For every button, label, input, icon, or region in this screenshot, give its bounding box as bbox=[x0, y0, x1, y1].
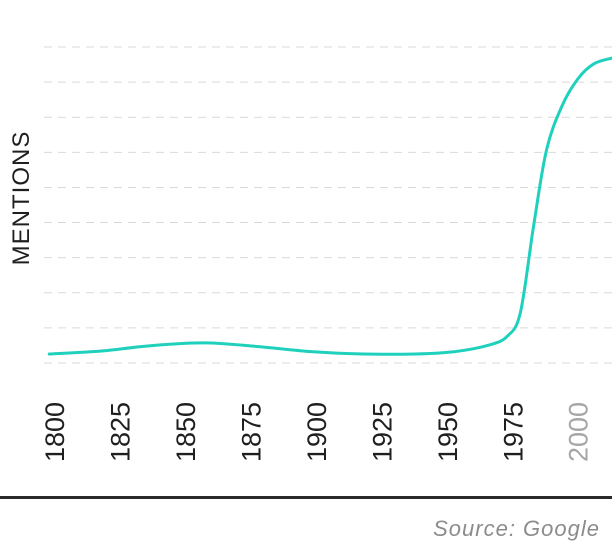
x-axis-ticks: 1800 1825 1850 1875 1900 1925 1950 1975 2000 bbox=[40, 402, 594, 462]
x-tick-label: 2000 bbox=[564, 402, 594, 462]
x-tick-label: 1950 bbox=[433, 402, 463, 462]
gridlines bbox=[44, 46, 612, 364]
x-tick-label: 1975 bbox=[498, 402, 528, 462]
x-tick-label: 1925 bbox=[367, 402, 397, 462]
bottom-rule bbox=[0, 496, 612, 499]
x-tick-label: 1900 bbox=[302, 402, 332, 462]
source-note: Source: Google bbox=[433, 516, 600, 541]
x-tick-label: 1850 bbox=[171, 402, 201, 462]
line-chart: MENTIONS 1800 1825 1850 1875 1900 1925 1950 197… bbox=[8, 46, 612, 462]
x-tick-label: 1800 bbox=[40, 402, 70, 462]
series-line bbox=[47, 56, 612, 356]
x-tick-label: 1875 bbox=[237, 402, 267, 462]
x-tick-label: 1825 bbox=[106, 402, 136, 462]
y-axis-title: MENTIONS bbox=[8, 131, 35, 266]
series-layer bbox=[47, 56, 612, 356]
